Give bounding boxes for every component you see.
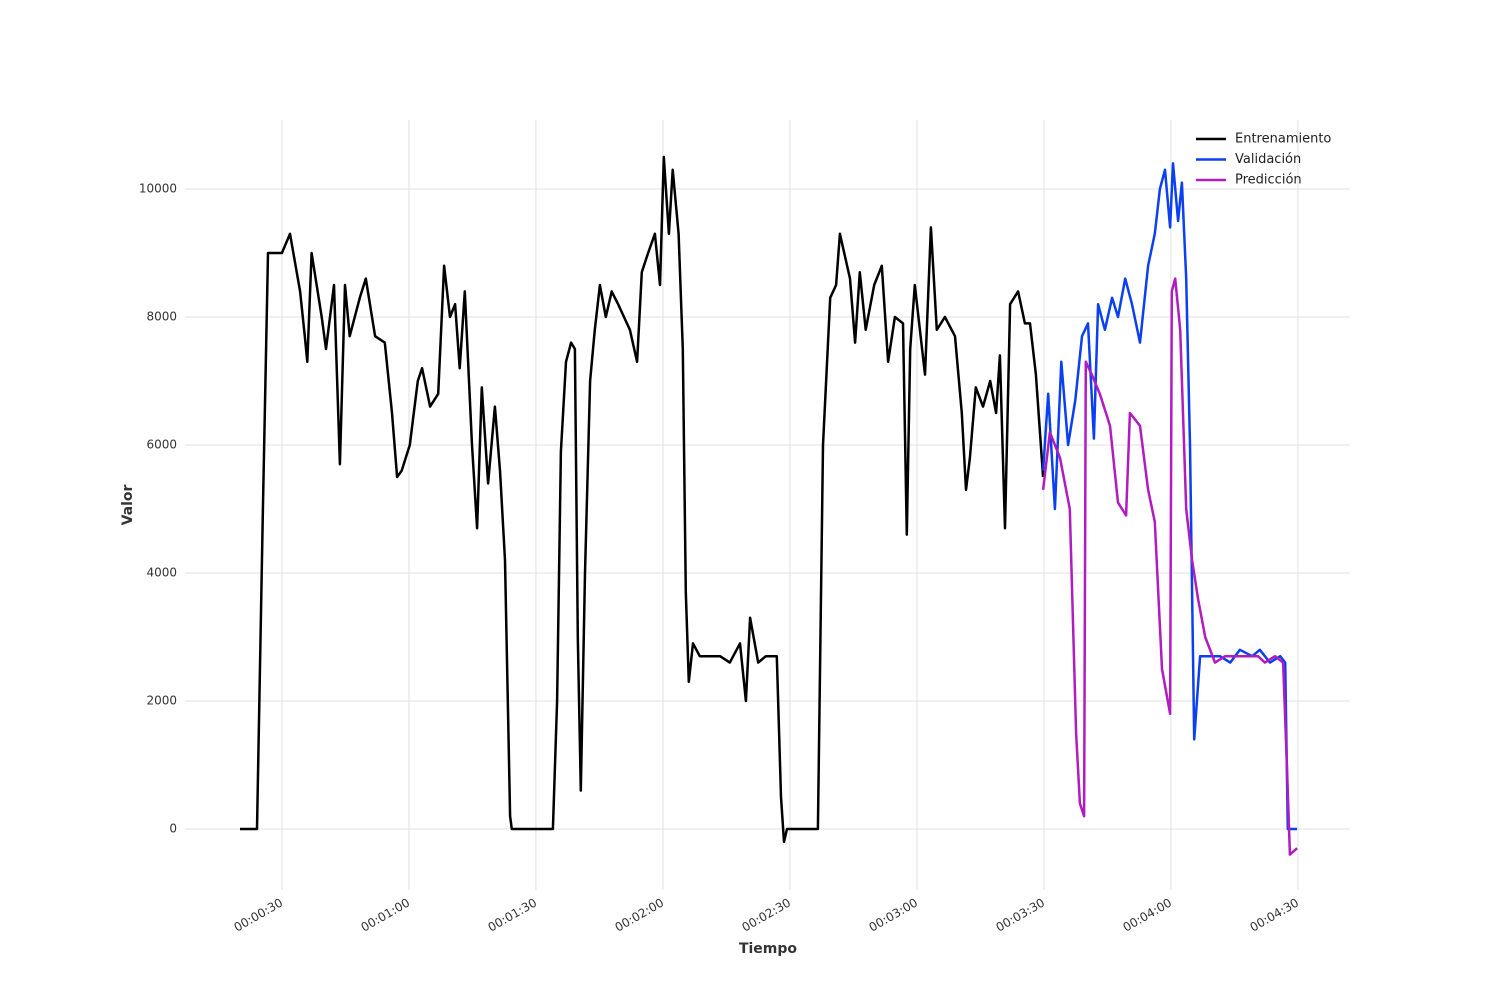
y-tick-label: 6000 bbox=[146, 437, 177, 451]
x-axis-label: Tiempo bbox=[739, 941, 797, 957]
y-tick-label: 10000 bbox=[139, 181, 177, 195]
legend-label: Entrenamiento bbox=[1235, 132, 1331, 147]
y-tick-label: 0 bbox=[169, 822, 177, 836]
x-tick-label: 00:03:30 bbox=[993, 896, 1047, 935]
x-tick-label: 00:04:30 bbox=[1247, 896, 1301, 935]
x-tick-label: 00:01:00 bbox=[359, 896, 413, 935]
series-line bbox=[1041, 162, 1298, 831]
x-tick-label: 00:04:00 bbox=[1120, 896, 1174, 935]
y-axis-label: Valor bbox=[120, 484, 136, 525]
grid bbox=[185, 120, 1350, 890]
x-tick-label: 00:00:30 bbox=[232, 896, 286, 935]
series-line bbox=[1041, 277, 1298, 856]
x-tick-label: 00:01:30 bbox=[486, 896, 540, 935]
legend-label: Validación bbox=[1235, 152, 1301, 167]
series-line bbox=[240, 155, 1045, 844]
y-tick-label: 4000 bbox=[146, 566, 177, 580]
x-tick-label: 00:02:00 bbox=[613, 896, 667, 935]
y-tick-label: 8000 bbox=[146, 309, 177, 323]
x-tick-label: 00:03:00 bbox=[867, 896, 921, 935]
y-tick-label: 2000 bbox=[146, 694, 177, 708]
legend-label: Predicción bbox=[1235, 173, 1302, 188]
x-tick-label: 00:02:30 bbox=[740, 896, 794, 935]
